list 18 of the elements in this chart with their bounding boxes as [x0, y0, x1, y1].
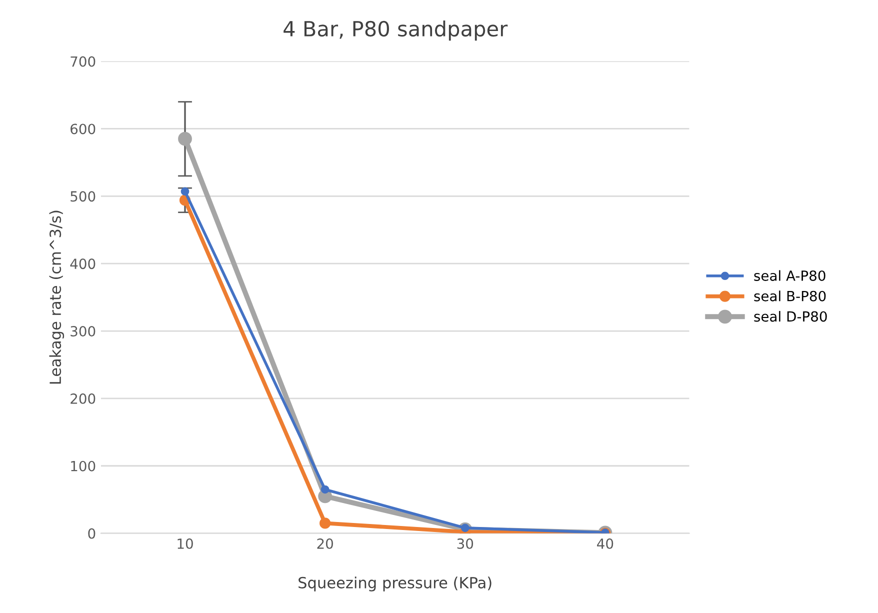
x-tick-label: 20: [317, 538, 333, 549]
legend-label: seal A-P80: [754, 270, 826, 281]
y-tick-label: 200: [70, 393, 96, 404]
y-tick-label: 0: [88, 528, 96, 539]
chart-title: 4 Bar, P80 sandpaper: [284, 20, 508, 41]
legend-label: seal D-P80: [754, 310, 827, 322]
y-tick-label: 300: [70, 326, 96, 336]
y-tick-label: 400: [70, 258, 96, 270]
y-tick-label: 700: [70, 56, 96, 67]
y-tick-label: 600: [70, 124, 96, 134]
y-tick-label: 500: [70, 191, 96, 202]
legend-label: seal B-P80: [754, 290, 826, 302]
x-axis-title: Squeezing pressure (KPa): [298, 576, 492, 592]
x-tick-label: 30: [457, 538, 474, 549]
x-tick-label: 40: [597, 538, 614, 549]
x-tick-label: 10: [178, 538, 193, 549]
y-axis-title: Leakage rate (cm^3/s): [49, 210, 64, 384]
y-tick-label: 100: [71, 460, 96, 472]
